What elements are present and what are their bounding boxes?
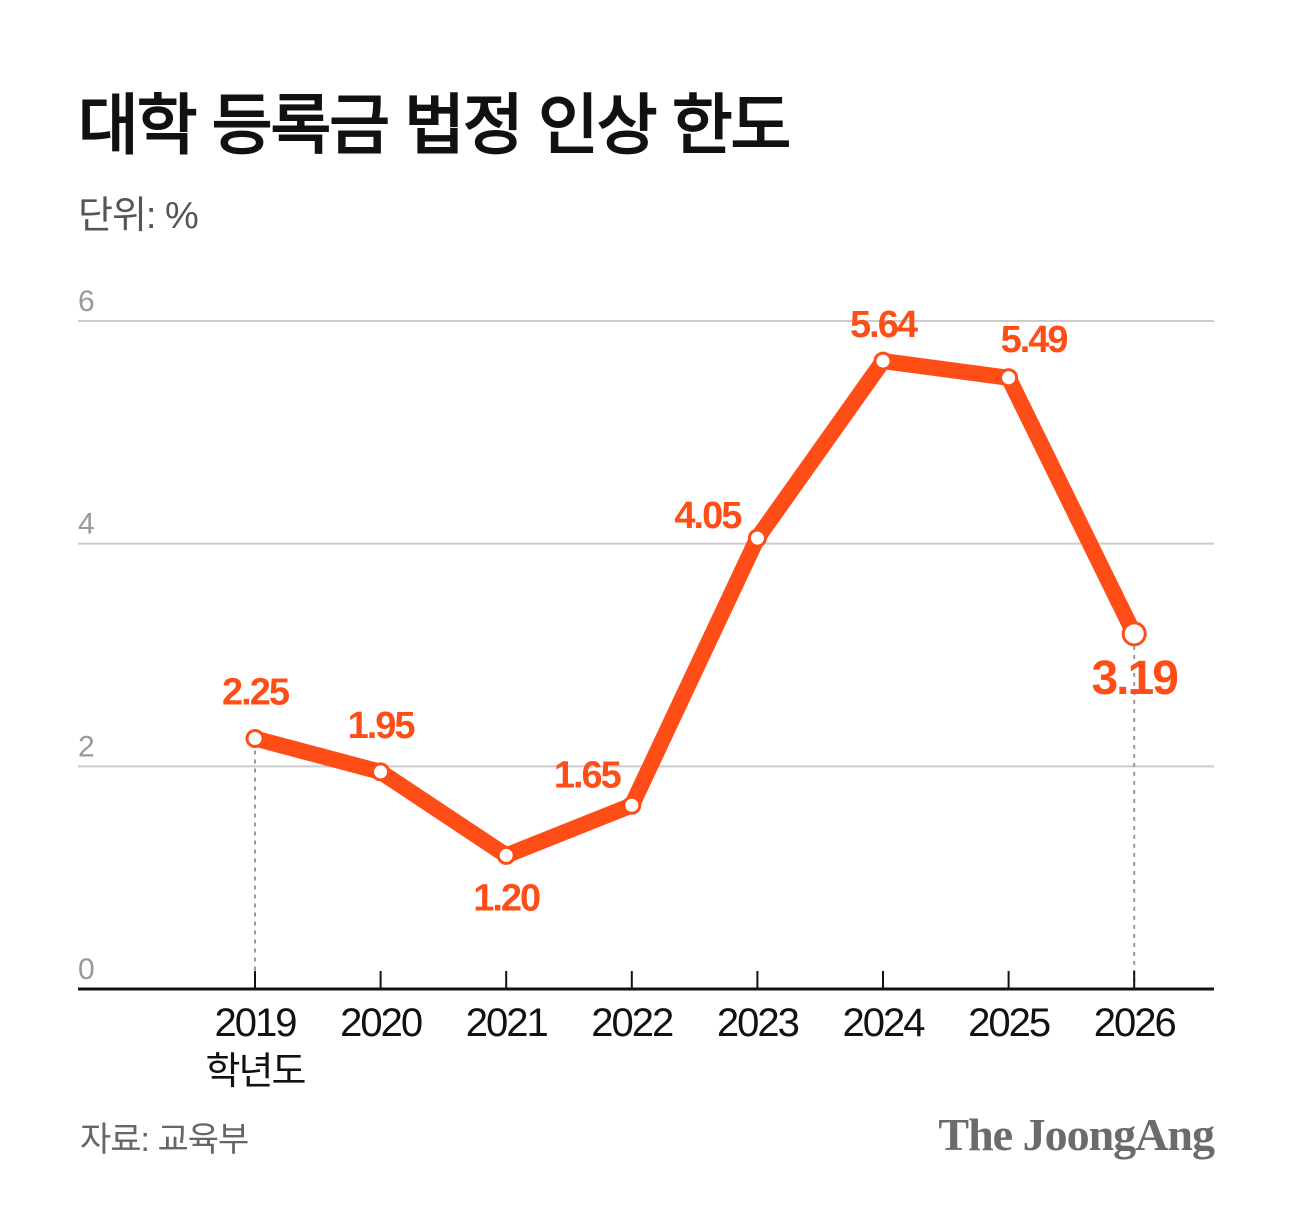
publisher-logo: The JoongAng [938, 1109, 1215, 1160]
x-tick-label: 2020 [340, 1001, 422, 1045]
data-label: 1.65 [554, 754, 622, 796]
x-tick-label: 2026 [1094, 1001, 1176, 1045]
data-point [622, 795, 642, 815]
unit-label: 단위: % [78, 195, 199, 237]
y-tick-label: 4 [78, 508, 95, 541]
y-tick-label: 0 [78, 953, 95, 986]
data-point [1121, 621, 1147, 647]
data-label: 1.95 [348, 705, 416, 747]
data-point [371, 762, 391, 782]
x-axis-suffix: 학년도 [206, 1051, 306, 1093]
data-label: 2.25 [222, 672, 290, 714]
chart-title: 대학 등록금 법정 인상 한도 [78, 88, 791, 162]
data-label: 3.19 [1091, 652, 1177, 705]
data-label: 1.20 [473, 877, 540, 919]
y-tick-label: 2 [78, 730, 95, 763]
data-label: 5.49 [1001, 319, 1068, 361]
x-tick-label: 2024 [843, 1001, 926, 1045]
x-tick-label: 2025 [968, 1001, 1050, 1045]
series-line [247, 353, 1143, 864]
data-point [999, 368, 1019, 388]
data-point [873, 351, 893, 371]
y-tick-label: 6 [78, 285, 95, 318]
data-point [747, 528, 767, 548]
data-point [245, 729, 265, 748]
x-tick-label: 2021 [466, 1001, 548, 1045]
x-tick-label: 2019 [215, 1001, 297, 1045]
source-label: 자료: 교육부 [80, 1121, 249, 1159]
x-tick-label: 2022 [591, 1001, 673, 1045]
x-tick-label: 2023 [717, 1001, 799, 1045]
data-point [496, 845, 516, 865]
data-label: 4.05 [674, 495, 742, 537]
data-label: 5.64 [850, 304, 918, 346]
